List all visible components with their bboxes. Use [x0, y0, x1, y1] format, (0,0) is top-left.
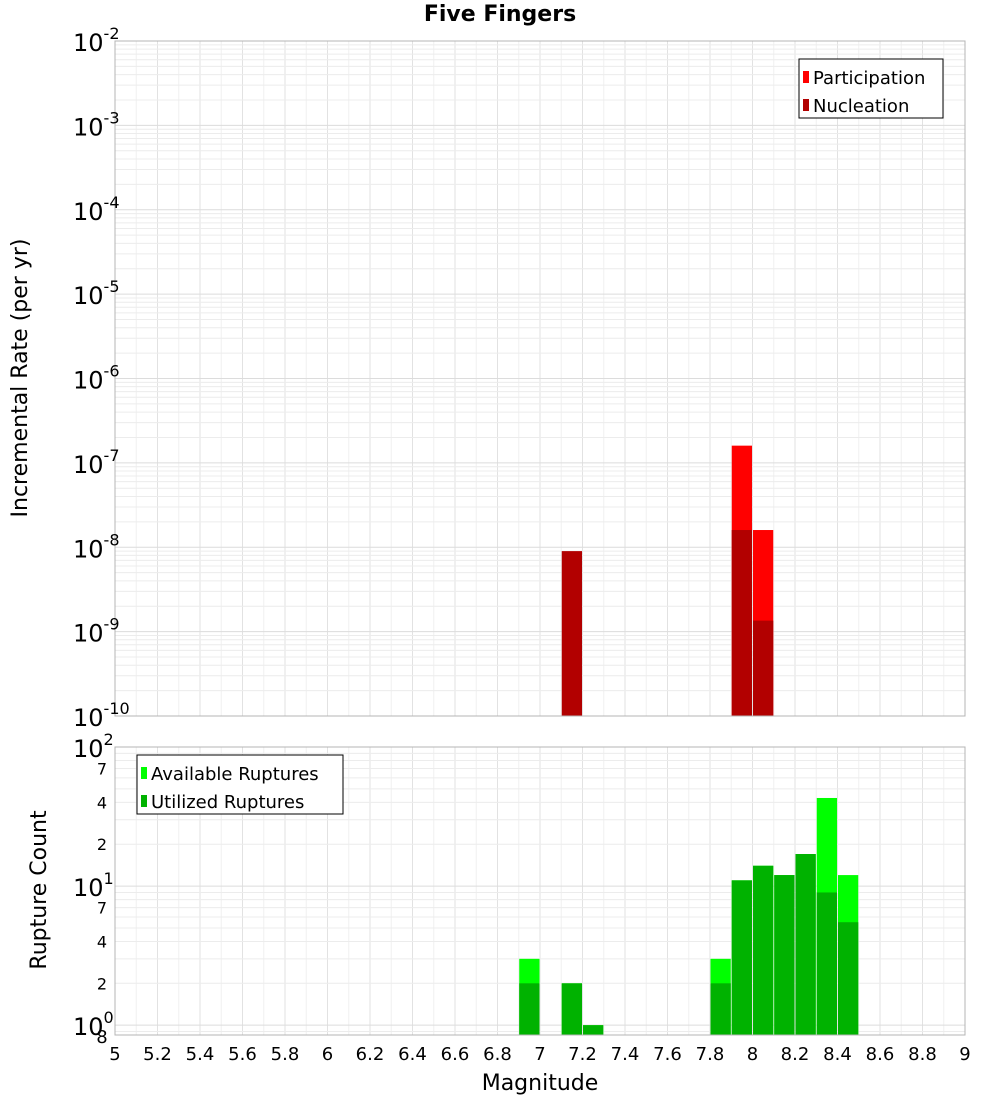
- x-axis-label: Magnitude: [482, 1071, 599, 1096]
- x-tick-label: 8: [747, 1044, 758, 1065]
- x-tick-label: 7.6: [653, 1044, 682, 1065]
- y-tick-label: 10-8: [73, 530, 120, 563]
- x-tick-label: 7: [534, 1044, 545, 1065]
- x-tick-label: 5.6: [228, 1044, 257, 1065]
- top-legend-label: Nucleation: [813, 96, 909, 117]
- top-plot-frame: [114, 40, 966, 717]
- y-tick-label: 10-5: [73, 277, 120, 310]
- x-tick-label: 7.2: [568, 1044, 597, 1065]
- utilized-ruptures-bar: [838, 922, 859, 1035]
- y-tick-label: 10-9: [73, 615, 120, 648]
- y-minor-tick-label: 4: [97, 932, 107, 951]
- x-tick-label: 9: [959, 1044, 970, 1065]
- x-tick-label: 8.8: [908, 1044, 937, 1065]
- bottom-plot: 100 101 102 2 4 7 2 4 7 8 Rupture Count Available…: [27, 730, 971, 1096]
- bottom-legend: Available Ruptures Utilized Ruptures: [136, 754, 344, 815]
- utilized-ruptures-bar: [519, 983, 540, 1035]
- y-tick-label: 10-2: [73, 24, 120, 57]
- x-tick-label: 5.8: [271, 1044, 300, 1065]
- nucleation-bar: [561, 551, 582, 716]
- x-tick-label: 7.4: [611, 1044, 640, 1065]
- bottom-plot-frame: [114, 746, 966, 1036]
- y-minor-tick-label: 8: [96, 1027, 107, 1048]
- x-tick-label: 8.6: [866, 1044, 895, 1065]
- x-tick-label: 6.2: [356, 1044, 385, 1065]
- bottom-y-axis-label: Rupture Count: [27, 810, 52, 970]
- y-minor-tick-label: 4: [97, 793, 107, 812]
- chart-title: Five Fingers: [423, 2, 577, 27]
- utilized-ruptures-bar: [795, 854, 816, 1035]
- utilized-ruptures-bar: [561, 983, 582, 1035]
- x-tick-label: 5: [109, 1044, 120, 1065]
- bottom-y-tick-labels: 100 101 102 2 4 7 2 4 7 8: [73, 730, 114, 1048]
- y-minor-tick-label: 2: [97, 835, 107, 854]
- x-tick-label: 5.4: [186, 1044, 215, 1065]
- y-tick-label: 10-10: [73, 699, 130, 732]
- x-tick-label: 5.2: [143, 1044, 172, 1065]
- nucleation-bar: [731, 530, 752, 716]
- y-minor-tick-label: 7: [97, 899, 107, 918]
- y-tick-label: 100: [73, 1008, 114, 1041]
- top-legend: Participation Nucleation: [798, 58, 944, 119]
- x-tick-label: 8.2: [781, 1044, 810, 1065]
- bottom-bars: [519, 797, 859, 1035]
- utilized-ruptures-bar: [816, 892, 837, 1035]
- x-tick-label: 8.4: [823, 1044, 852, 1065]
- utilized-ruptures-bar: [710, 983, 731, 1035]
- bottom-legend-swatch: [141, 795, 147, 807]
- top-bars: [561, 445, 774, 716]
- bottom-legend-swatch: [141, 767, 147, 779]
- top-grid: [114, 41, 966, 717]
- top-y-axis-label: Incremental Rate (per yr): [8, 239, 33, 518]
- bottom-legend-label: Utilized Ruptures: [151, 792, 304, 813]
- y-minor-tick-label: 2: [97, 974, 107, 993]
- x-tick-label: 6.6: [441, 1044, 470, 1065]
- top-y-tick-labels: 10-10 10-9 10-8 10-7 10-6 10-5 10-4 10-3 10-2: [73, 24, 130, 732]
- bottom-legend-label: Available Ruptures: [151, 764, 319, 785]
- utilized-ruptures-bar: [753, 865, 774, 1035]
- x-tick-labels: 5 5.2 5.4 5.6 5.8 6 6.2 6.4 6.6 6.8 7 7.2 7.4 7.6 7.8 8…: [109, 1044, 970, 1065]
- y-tick-label: 10-4: [73, 193, 120, 226]
- utilized-ruptures-bar: [774, 875, 795, 1035]
- y-tick-label: 101: [73, 869, 114, 902]
- top-legend-label: Participation: [813, 68, 925, 89]
- top-legend-frame: [798, 58, 944, 119]
- bottom-legend-frame: [136, 754, 344, 815]
- top-legend-swatch: [803, 71, 809, 83]
- utilized-ruptures-bar: [731, 880, 752, 1035]
- utilized-ruptures-bar: [583, 1025, 604, 1035]
- y-tick-label: 10-6: [73, 362, 120, 395]
- y-minor-tick-label: 7: [97, 760, 107, 779]
- nucleation-bar: [753, 620, 774, 716]
- y-tick-label: 10-3: [73, 108, 120, 141]
- x-tick-label: 7.8: [696, 1044, 725, 1065]
- top-legend-swatch: [803, 99, 809, 111]
- x-tick-label: 6: [322, 1044, 333, 1065]
- x-tick-label: 6.4: [398, 1044, 427, 1065]
- y-tick-label: 10-7: [73, 446, 120, 479]
- y-tick-label: 102: [73, 730, 114, 763]
- x-tick-label: 6.8: [483, 1044, 512, 1065]
- top-plot: 10-10 10-9 10-8 10-7 10-6 10-5 10-4 10-3 10-2 In…: [8, 24, 966, 732]
